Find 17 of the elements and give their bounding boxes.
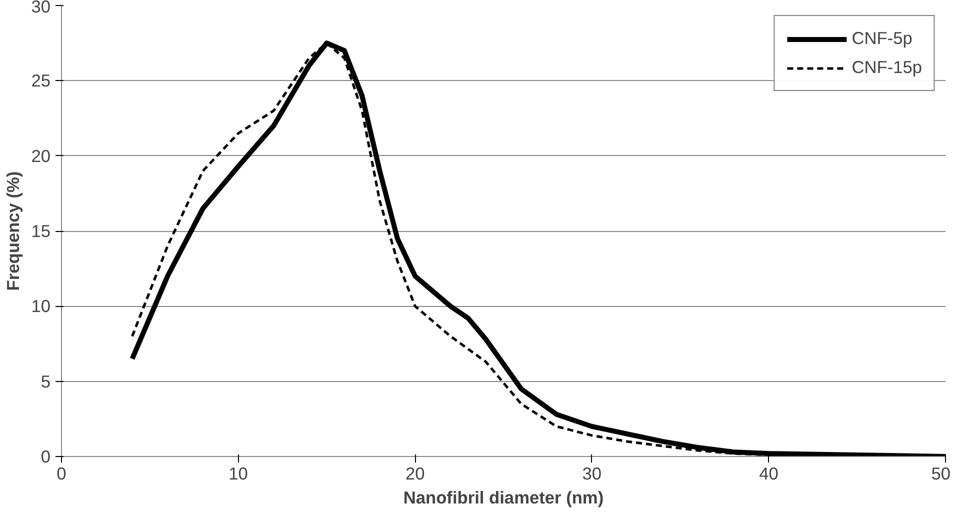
y-tick-label: 15 — [31, 221, 51, 241]
x-axis-title: Nanofibril diameter (nm) — [403, 488, 604, 508]
y-tick-label: 30 — [31, 0, 51, 16]
x-tick-label: 10 — [228, 464, 248, 484]
y-tick-label: 10 — [31, 296, 51, 316]
x-tick-label: 20 — [405, 464, 425, 484]
y-tick-label: 20 — [31, 146, 51, 166]
legend-label: CNF-5p — [852, 28, 912, 49]
x-tick-label: 40 — [759, 464, 778, 484]
x-tick-label: 50 — [931, 464, 951, 484]
x-tick-label: 30 — [582, 464, 602, 484]
legend-label: CNF-15p — [852, 57, 922, 78]
y-tick-label: 0 — [40, 446, 51, 466]
y-axis-title: Frequency (%) — [3, 171, 24, 291]
x-tick-label: 0 — [56, 464, 66, 484]
y-tick-label: 25 — [31, 70, 51, 91]
y-tick-label: 5 — [40, 371, 51, 392]
